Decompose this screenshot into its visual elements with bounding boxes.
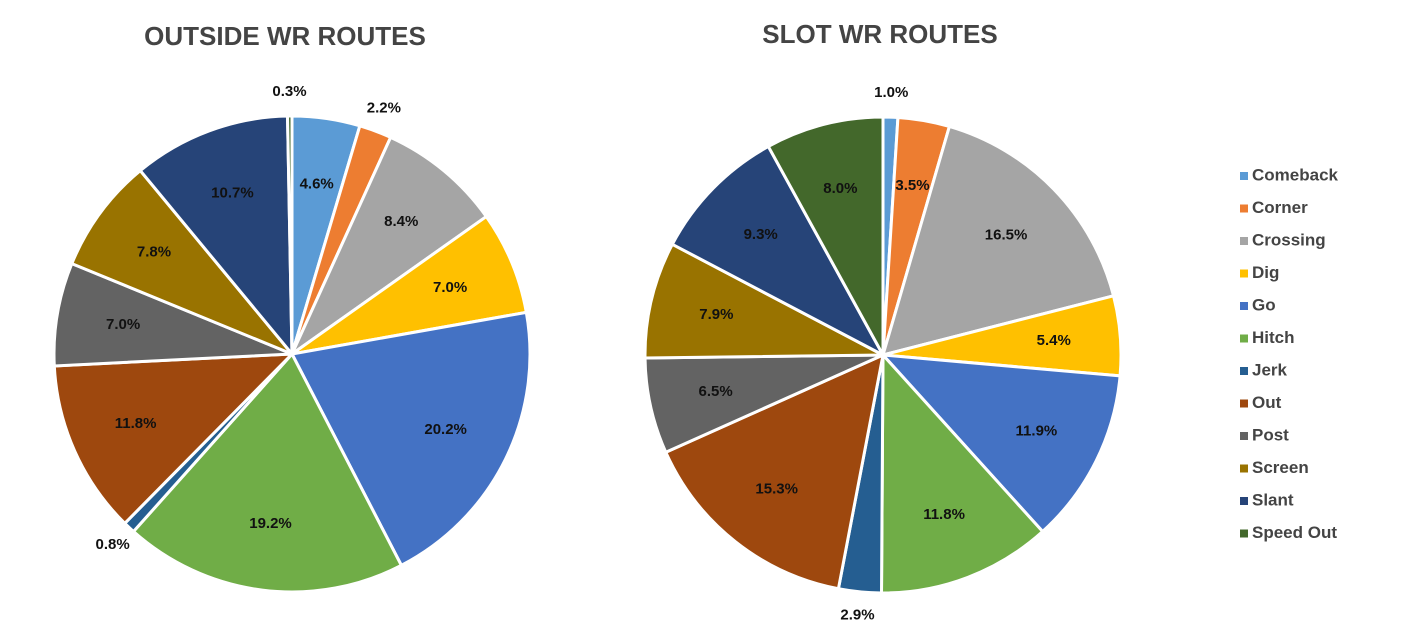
legend-swatch <box>1240 237 1248 245</box>
data-label: 16.5% <box>985 227 1028 244</box>
legend-label: Out <box>1252 393 1282 412</box>
data-label: 0.8% <box>96 536 130 553</box>
pie-slice <box>643 242 884 360</box>
data-label: 11.8% <box>923 506 965 523</box>
data-label: 20.2% <box>424 421 467 438</box>
data-label: 8.0% <box>823 180 857 197</box>
data-label: 19.2% <box>249 515 292 532</box>
legend-swatch <box>1240 269 1248 278</box>
data-label: 15.3% <box>755 480 798 497</box>
legend-swatch <box>1240 529 1248 538</box>
pie-slice <box>138 114 294 359</box>
data-label: 10.7% <box>211 184 254 201</box>
data-label: 1.0% <box>874 84 908 101</box>
data-label: 11.9% <box>1016 422 1058 439</box>
pie-slice <box>291 214 529 356</box>
legend-swatch <box>1240 399 1248 408</box>
pie-slice <box>670 144 887 359</box>
legend-label: Crossing <box>1252 230 1326 249</box>
legend-label: Hitch <box>1252 328 1295 347</box>
data-label: 0.3% <box>272 83 306 100</box>
legend-label: Comeback <box>1252 165 1339 184</box>
pie-slice <box>880 124 1116 358</box>
pie-slice <box>879 353 1122 534</box>
legend-swatch <box>1240 204 1248 213</box>
pie-slice <box>288 135 489 359</box>
pie-slice <box>52 352 296 526</box>
data-label: 8.4% <box>384 213 418 230</box>
data-label: 4.6% <box>300 175 334 192</box>
legend-swatch <box>1240 497 1248 505</box>
data-label: 5.4% <box>1037 332 1071 349</box>
legend-swatch <box>1240 464 1248 473</box>
pie-slice <box>663 352 886 591</box>
chart-title: OUTSIDE WR ROUTES <box>144 21 426 51</box>
legend-label: Screen <box>1252 458 1309 477</box>
pie-slice <box>879 351 1045 595</box>
legend-swatch <box>1240 334 1248 343</box>
data-label: 3.5% <box>895 177 929 194</box>
pie-slice <box>285 114 294 355</box>
legend-swatch <box>1240 367 1248 375</box>
legend-swatch <box>1240 302 1248 310</box>
chart-title: SLOT WR ROUTES <box>762 19 997 49</box>
data-label: 11.8% <box>115 415 157 432</box>
data-label: 7.8% <box>137 243 171 260</box>
pie-slice <box>69 168 294 356</box>
legend-label: Go <box>1252 295 1276 314</box>
data-label: 2.9% <box>840 607 874 624</box>
legend-swatch <box>1240 172 1248 180</box>
data-label: 7.0% <box>433 279 467 296</box>
legend-label: Slant <box>1252 490 1294 509</box>
data-label: 6.5% <box>699 383 733 400</box>
pie-slice <box>289 310 532 568</box>
legend-label: Dig <box>1252 263 1279 282</box>
pie-slice <box>131 351 404 594</box>
legend-label: Speed Out <box>1252 523 1337 542</box>
data-label: 9.3% <box>744 226 778 243</box>
legend-swatch <box>1240 432 1248 440</box>
legend-label: Post <box>1252 425 1289 444</box>
data-label: 7.9% <box>699 306 733 323</box>
pie-slice <box>766 115 885 356</box>
data-label: 2.2% <box>367 100 401 117</box>
data-label: 7.0% <box>106 316 140 333</box>
legend-label: Corner <box>1252 198 1308 217</box>
legend-label: Jerk <box>1252 360 1288 379</box>
pie-slice <box>52 261 293 368</box>
